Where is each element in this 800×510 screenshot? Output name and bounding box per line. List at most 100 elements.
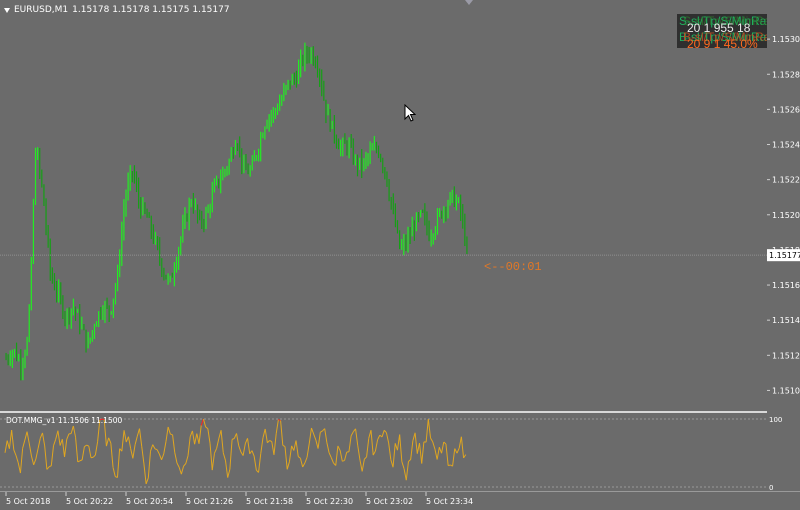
- info-row2-label-a: B-sl/Tp/S/MinRat: [679, 30, 770, 44]
- indicator-segment: [198, 425, 202, 444]
- indicator-segment: [448, 464, 451, 467]
- indicator-segment: [30, 455, 35, 466]
- indicator-segment: [121, 430, 125, 452]
- indicator-segment: [381, 430, 385, 438]
- indicator-segment: [445, 443, 449, 466]
- price-tick-label: 1.15100: [772, 386, 800, 395]
- indicator-segment: [438, 447, 443, 454]
- indicator-segment: [286, 461, 290, 470]
- indicator-segment: [310, 427, 315, 435]
- price-axis[interactable]: 1.15300 1.15280 1.15260 1.15240 1.15220 1.152…: [767, 0, 800, 491]
- time-axis[interactable]: 5 Oct 2018 5 Oct 20:22 5 Oct 20:54 5 Oct 21…: [0, 491, 800, 510]
- indicator-segment: [359, 459, 363, 472]
- indicator-segment: [350, 431, 354, 436]
- indicator-segment: [238, 445, 242, 453]
- indicator-segment: [458, 436, 462, 449]
- indicator-segment: [41, 432, 46, 447]
- indicator-segment: [372, 450, 376, 456]
- indicator-segment: [110, 442, 114, 468]
- indicator-segment: [191, 430, 196, 445]
- indicator-segment: [123, 430, 127, 443]
- indicator-segment: [396, 434, 401, 451]
- indicator-segment: [205, 426, 209, 429]
- indicator-segment: [258, 453, 262, 473]
- indicator-segment: [17, 462, 21, 474]
- indicator-segment: [37, 438, 41, 449]
- indicator-segment: [370, 430, 374, 456]
- indicator-segment: [185, 455, 189, 464]
- indicator-segment: [61, 439, 66, 458]
- indicator-segment: [231, 438, 235, 440]
- indicator-segment: [35, 448, 39, 460]
- indicator-segment: [108, 437, 112, 444]
- indicator-segment: [251, 450, 255, 457]
- mouse-pointer-icon: [404, 104, 416, 122]
- indicator-segment: [233, 433, 237, 439]
- indicator-segment: [147, 451, 152, 478]
- indicator-segment: [441, 441, 445, 454]
- indicator-segment: [297, 456, 301, 459]
- indicator-segment: [50, 445, 55, 466]
- indicator-segment: [8, 429, 13, 449]
- indicator-segment: [432, 441, 436, 450]
- indicator-segment: [101, 418, 105, 421]
- indicator-segment: [308, 427, 312, 444]
- info-panel: S-sl/Tp/S/MinRat S-sl/Tp/S/MinRat 20 1 9…: [677, 14, 774, 51]
- indicator-segment: [273, 433, 277, 455]
- dropdown-triangle-icon[interactable]: [4, 7, 10, 13]
- price-chart-area[interactable]: EURUSD,M1 1.15178 1.15178 1.15175 1.1517…: [0, 0, 774, 411]
- indicator-segment: [105, 437, 110, 447]
- price-tick-label: 1.15220: [772, 176, 800, 185]
- indicator-segment: [143, 463, 147, 484]
- indicator-segment: [138, 428, 143, 447]
- info-row2-values: 20 9 1 45.0%: [687, 37, 758, 51]
- indicator-segment: [19, 448, 24, 474]
- price-tick-label: 1.15120: [772, 351, 800, 360]
- indicator-segment: [335, 445, 339, 466]
- price-tick-label: 1.15200: [772, 211, 800, 220]
- indicator-segment: [299, 458, 304, 468]
- indicator-segment: [421, 441, 425, 464]
- indicator-segment: [306, 443, 310, 458]
- indicator-segment: [127, 436, 132, 449]
- symbol-timeframe-label: EURUSD,M1: [14, 5, 69, 15]
- chart-shift-marker-icon[interactable]: [465, 0, 473, 5]
- indicator-segment: [180, 466, 185, 475]
- indicator-segment: [174, 452, 178, 464]
- time-tick-label: 5 Oct 20:54: [126, 497, 173, 506]
- indicator-segment: [269, 440, 272, 442]
- price-tick-label: 1.15300: [772, 35, 800, 44]
- indicator-segment: [320, 430, 323, 433]
- indicator-segment: [280, 420, 284, 446]
- info-row2-label-b: B-sl/Tp/S/MinRat: [683, 30, 774, 44]
- indicator-area[interactable]: DOT.MMG_v1 11.1506 11.1500: [0, 413, 767, 491]
- indicator-segment: [196, 433, 200, 444]
- indicator-segment: [161, 453, 165, 460]
- time-tick-label: 5 Oct 23:02: [366, 497, 413, 506]
- indicator-segment: [99, 418, 103, 421]
- indicator-segment: [94, 441, 99, 456]
- indicator-segment: [348, 435, 352, 452]
- indicator-segment: [267, 440, 270, 444]
- indicator-segment: [75, 437, 79, 462]
- pane-separator[interactable]: [0, 411, 800, 413]
- price-chart-svg: [0, 42, 767, 381]
- indicator-segment: [374, 439, 379, 452]
- indicator-segment: [156, 449, 160, 455]
- indicator-segment: [66, 433, 70, 440]
- indicator-segment: [81, 446, 85, 460]
- indicator-segment: [194, 433, 198, 445]
- indicator-segment: [213, 448, 218, 454]
- indicator-segment: [165, 426, 169, 442]
- indicator-segment: [361, 459, 365, 472]
- indicator-segment: [342, 459, 345, 462]
- indicator-segment: [84, 444, 87, 448]
- indicator-segment: [427, 418, 432, 439]
- indicator-segment: [125, 436, 129, 443]
- indicator-segment: [209, 443, 213, 471]
- indicator-segment: [150, 444, 154, 452]
- indicator-segment: [366, 438, 370, 457]
- ohlc-values: 1.15178 1.15178 1.15175 1.15177: [72, 5, 230, 15]
- indicator-segment: [163, 441, 167, 455]
